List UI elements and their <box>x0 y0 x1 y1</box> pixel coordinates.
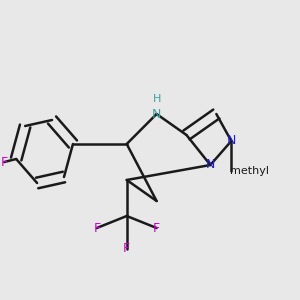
Text: methyl: methyl <box>230 166 269 176</box>
Text: H: H <box>152 94 161 104</box>
Text: F: F <box>93 221 100 235</box>
Text: F: F <box>123 242 130 256</box>
Text: N: N <box>226 134 236 148</box>
Text: N: N <box>206 158 215 172</box>
Text: N: N <box>152 107 161 121</box>
Text: F: F <box>1 155 8 169</box>
Text: F: F <box>153 221 160 235</box>
